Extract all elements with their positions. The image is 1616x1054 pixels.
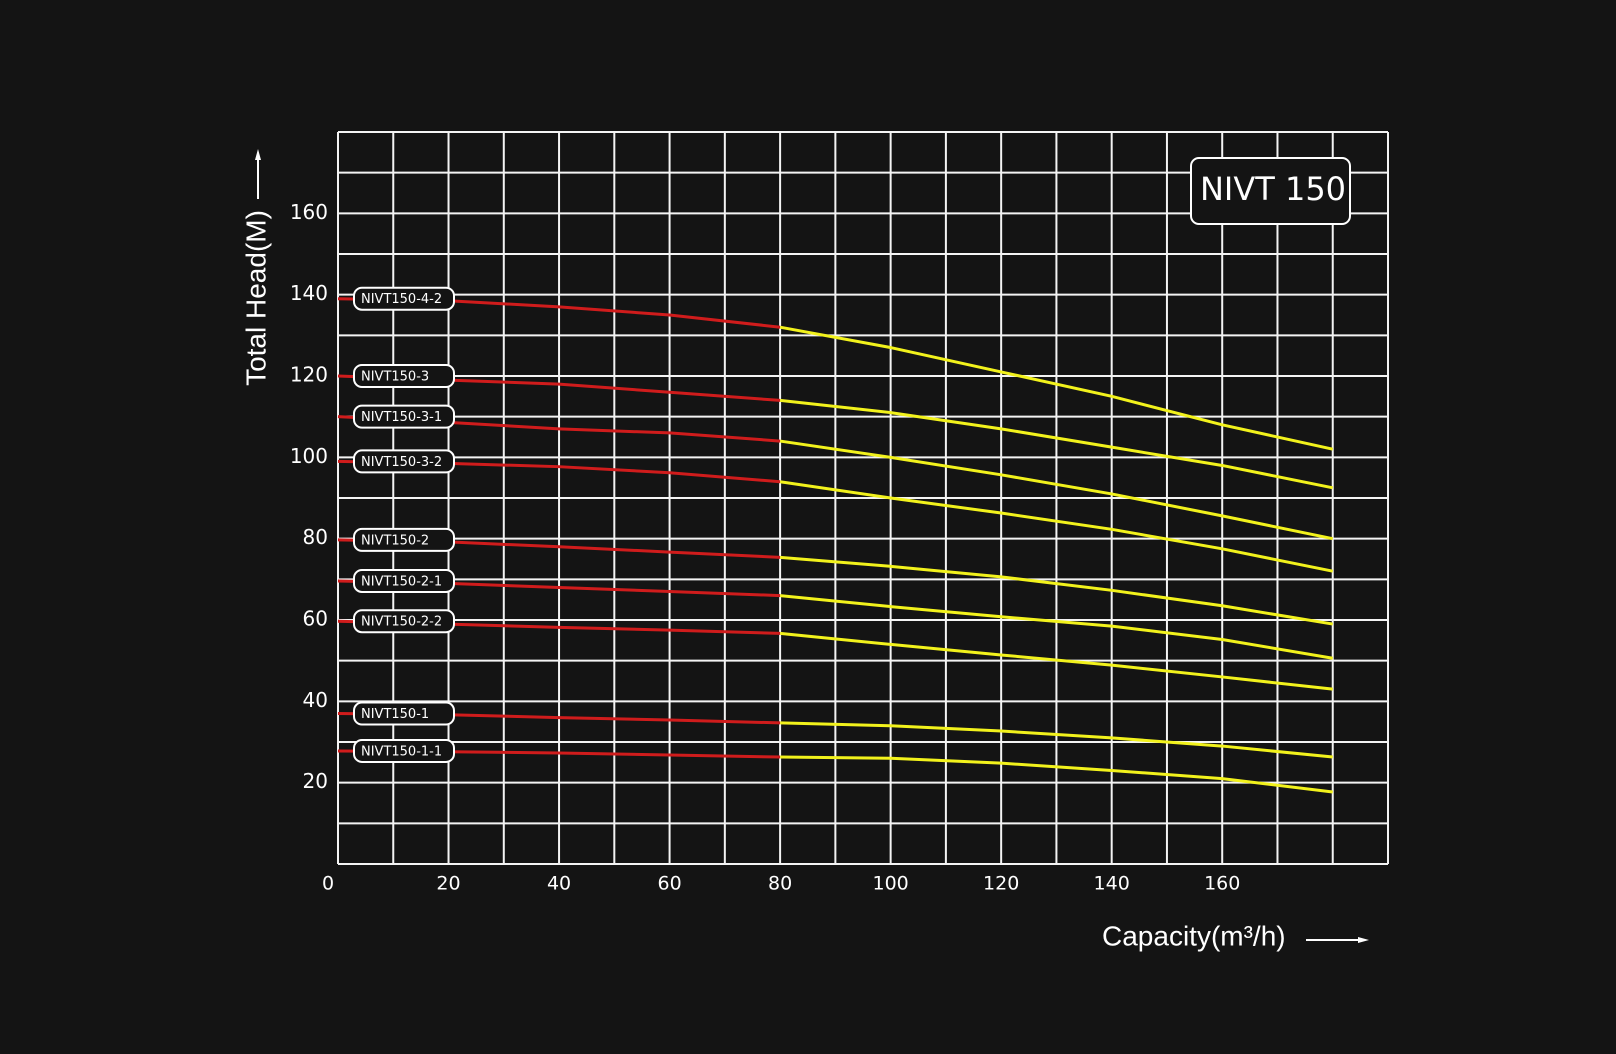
- series-label-box: [353, 449, 455, 474]
- series-line: [779, 555, 1333, 626]
- series-label: NIVT150-1-1: [361, 744, 442, 759]
- x-axis-arrowhead: [1358, 937, 1369, 943]
- y-axis-title: Total Head(M): [240, 210, 271, 386]
- y-tick-label: 160: [290, 200, 328, 224]
- y-tick-label: 80: [303, 525, 328, 549]
- x-tick-label: 120: [983, 873, 1019, 895]
- series-label: NIVT150-2-1: [361, 574, 442, 589]
- series-line: [779, 631, 1333, 691]
- y-tick-label: 60: [303, 607, 328, 631]
- x-tick-label: 20: [436, 873, 460, 895]
- x-tick-label: 60: [657, 873, 681, 895]
- series-label-box: [353, 738, 455, 763]
- series-label: NIVT150-4-2: [361, 292, 442, 307]
- series-line: [779, 325, 1334, 451]
- y-tick-label: 20: [303, 769, 328, 793]
- series-label-box: [353, 527, 455, 552]
- series-label-box: [353, 286, 455, 311]
- x-tick-label: 160: [1204, 873, 1240, 895]
- x-tick-label: 100: [872, 873, 908, 895]
- y-tick-label: 140: [290, 281, 328, 305]
- x-tick-label: 80: [768, 873, 792, 895]
- x-tick-label: 140: [1094, 873, 1130, 895]
- x-tick-label: 0: [322, 873, 334, 895]
- series-label-box: [353, 609, 455, 634]
- series-label-box: [353, 364, 455, 388]
- series-label: NIVT150-1: [361, 707, 429, 722]
- y-tick-label: 100: [290, 444, 328, 468]
- series-label: NIVT150-2: [361, 533, 429, 548]
- series-line: [779, 398, 1334, 490]
- y-axis-arrowhead: [255, 149, 261, 160]
- x-tick-label: 40: [547, 873, 571, 895]
- y-tick-label: 40: [303, 688, 328, 712]
- series-label-box: [353, 404, 455, 429]
- series-label: NIVT150-2-2: [361, 615, 442, 630]
- y-tick-label: 120: [290, 363, 328, 387]
- series-line: [779, 439, 1334, 541]
- series-label: NIVT150-3-2: [361, 455, 442, 470]
- series-line: [780, 721, 1333, 759]
- series-line: [780, 755, 1333, 794]
- chart-title: NIVT 150: [1200, 170, 1346, 208]
- x-axis-title: Capacity(m³/h): [1102, 920, 1286, 951]
- series-line: [779, 480, 1334, 573]
- series-label-box: [353, 701, 455, 726]
- series-label: NIVT150-3: [361, 370, 429, 385]
- series-label-box: [353, 568, 455, 593]
- series-label: NIVT150-3-1: [361, 410, 442, 425]
- title-box: [1190, 157, 1351, 225]
- series-line: [779, 594, 1333, 660]
